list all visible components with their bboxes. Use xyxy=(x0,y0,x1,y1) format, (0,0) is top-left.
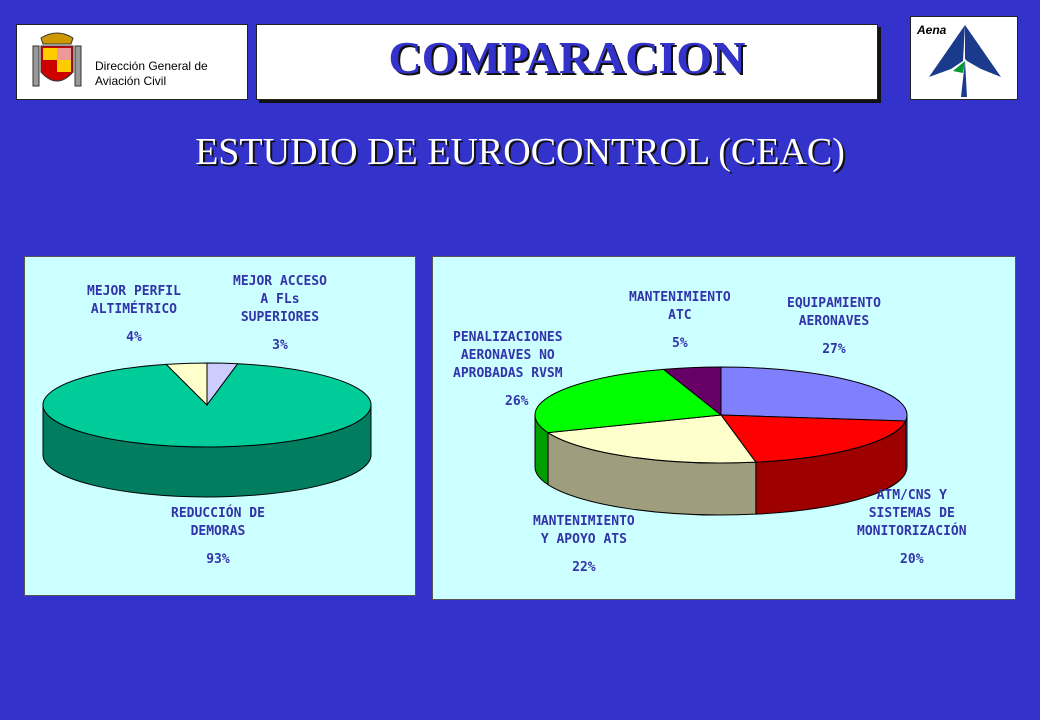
chart-panel-left: MEJOR PERFIL ALTIMÉTRICO 4% MEJOR ACCESO… xyxy=(24,256,416,596)
label-mantenimiento-ats: MANTENIMIENTO Y APOYO ATS 22% xyxy=(533,514,635,575)
left-pie-slice-2 xyxy=(165,362,208,407)
pie-chart-left xyxy=(42,362,372,498)
dgac-header-box: Dirección General de Aviación Civil xyxy=(16,24,248,100)
chart-panel-right: MANTENIMIENTO ATC 5% EQUIPAMIENTO AERONA… xyxy=(432,256,1016,600)
org-name: Dirección General de Aviación Civil xyxy=(95,59,208,89)
right-pie-slice-4 xyxy=(662,366,722,417)
label-penalizaciones: PENALIZACIONES AERONAVES NO APROBADAS RV… xyxy=(453,330,563,409)
title-box: COMPARACION xyxy=(256,24,878,100)
aena-logo-text: Aena xyxy=(917,23,947,37)
label-atm-cns: ATM/CNS Y SISTEMAS DE MONITORIZACIÓN 20% xyxy=(857,488,967,567)
subtitle: ESTUDIO DE EUROCONTROL (CEAC) xyxy=(195,131,845,173)
label-equipamiento: EQUIPAMIENTO AERONAVES 27% xyxy=(787,296,881,357)
right-pie-slice-3 xyxy=(534,368,723,434)
right-pie-slice-2 xyxy=(546,414,757,464)
label-mejor-perfil: MEJOR PERFIL ALTIMÉTRICO 4% xyxy=(87,284,181,345)
label-mantenimiento-atc: MANTENIMIENTO ATC 5% xyxy=(629,290,731,351)
aena-logo-icon xyxy=(929,25,1001,97)
org-name-line1: Dirección General de xyxy=(95,59,208,73)
label-mejor-acceso: MEJOR ACCESO A FLs SUPERIORES 3% xyxy=(233,274,327,353)
pie-chart-right xyxy=(534,366,908,516)
page-title: COMPARACION xyxy=(388,32,746,83)
coat-of-arms-icon xyxy=(32,32,82,87)
aena-logo-box: Aena xyxy=(910,16,1018,100)
org-name-line2: Aviación Civil xyxy=(95,74,167,88)
label-reduccion-demoras: REDUCCIÓN DE DEMORAS 93% xyxy=(171,506,265,567)
right-pie-slice-1 xyxy=(719,414,907,463)
right-pie-slice-0 xyxy=(720,366,908,422)
